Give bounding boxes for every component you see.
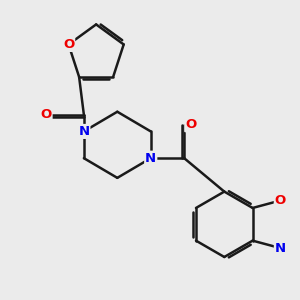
Text: O: O bbox=[185, 118, 196, 131]
Text: N: N bbox=[145, 152, 156, 165]
Text: O: O bbox=[275, 194, 286, 207]
Text: N: N bbox=[275, 242, 286, 255]
Text: O: O bbox=[63, 38, 74, 51]
Text: O: O bbox=[40, 108, 52, 121]
Text: N: N bbox=[78, 125, 89, 138]
